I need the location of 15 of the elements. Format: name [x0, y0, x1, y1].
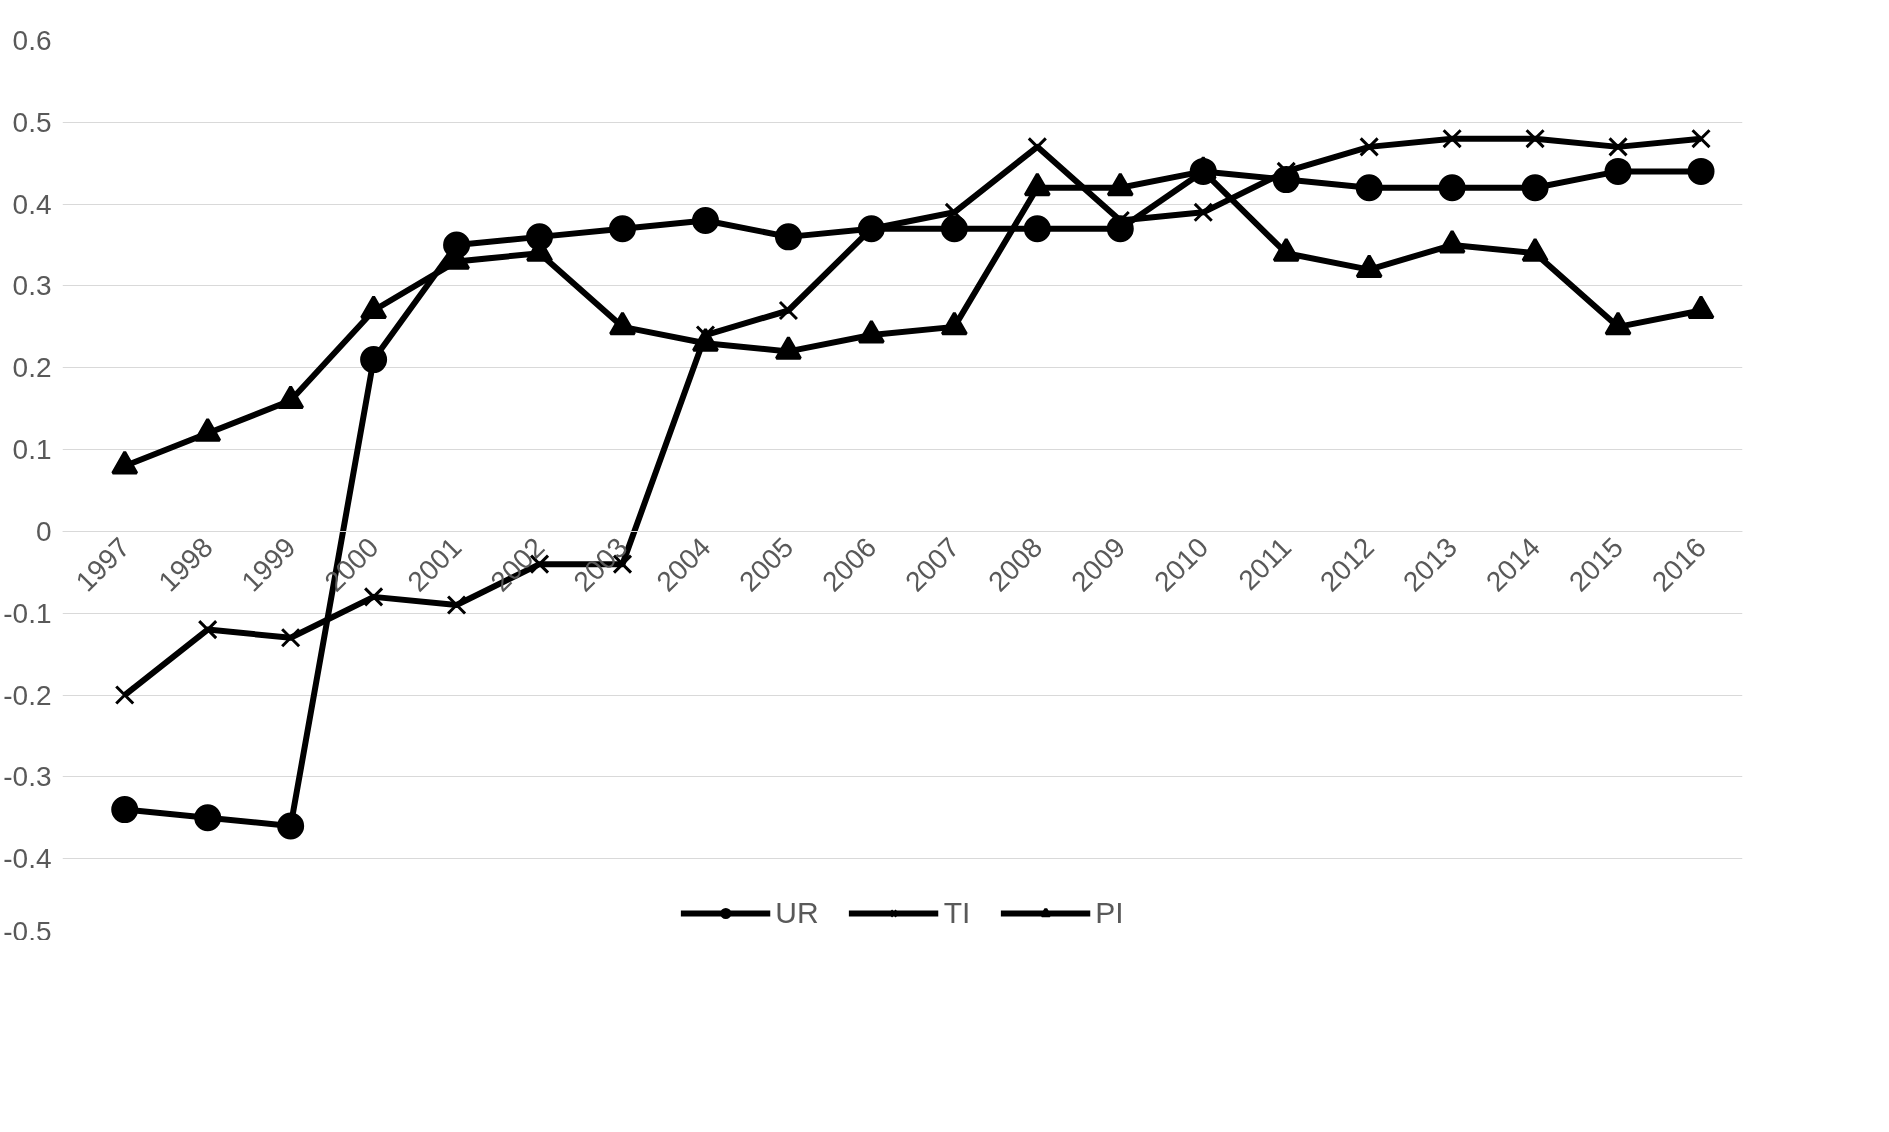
y-tick-label: -0.3 [3, 761, 52, 793]
y-tick-label: -0.5 [3, 915, 52, 947]
legend-label: PI [1095, 896, 1124, 930]
y-tick-label: 0.5 [12, 106, 52, 138]
y-tick-label: 0.4 [12, 188, 52, 220]
y-tick-label: -0.2 [3, 679, 52, 711]
y-tick-label: 0 [35, 515, 52, 547]
legend-label: TI [943, 896, 971, 930]
y-tick-label: 0.1 [12, 434, 52, 466]
y-tick-label: 0.3 [12, 270, 52, 302]
y-tick-label: -0.1 [3, 597, 52, 629]
y-tick-label: -0.4 [3, 843, 52, 875]
y-tick-label: 0.6 [12, 25, 52, 56]
y-tick-label: 0.2 [12, 352, 52, 384]
legend-label: UR [775, 896, 819, 930]
